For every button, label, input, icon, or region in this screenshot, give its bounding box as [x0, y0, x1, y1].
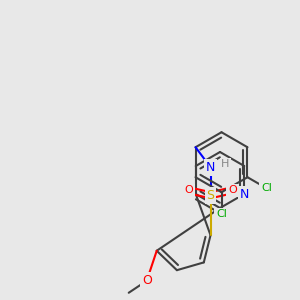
Text: O: O — [228, 185, 237, 195]
Text: N: N — [240, 188, 249, 200]
Text: N: N — [206, 161, 215, 174]
Text: H: H — [221, 159, 230, 169]
Text: S: S — [206, 189, 214, 202]
Text: Cl: Cl — [216, 209, 227, 219]
Text: O: O — [142, 274, 152, 287]
Text: O: O — [184, 185, 193, 195]
Text: Cl: Cl — [261, 183, 272, 193]
